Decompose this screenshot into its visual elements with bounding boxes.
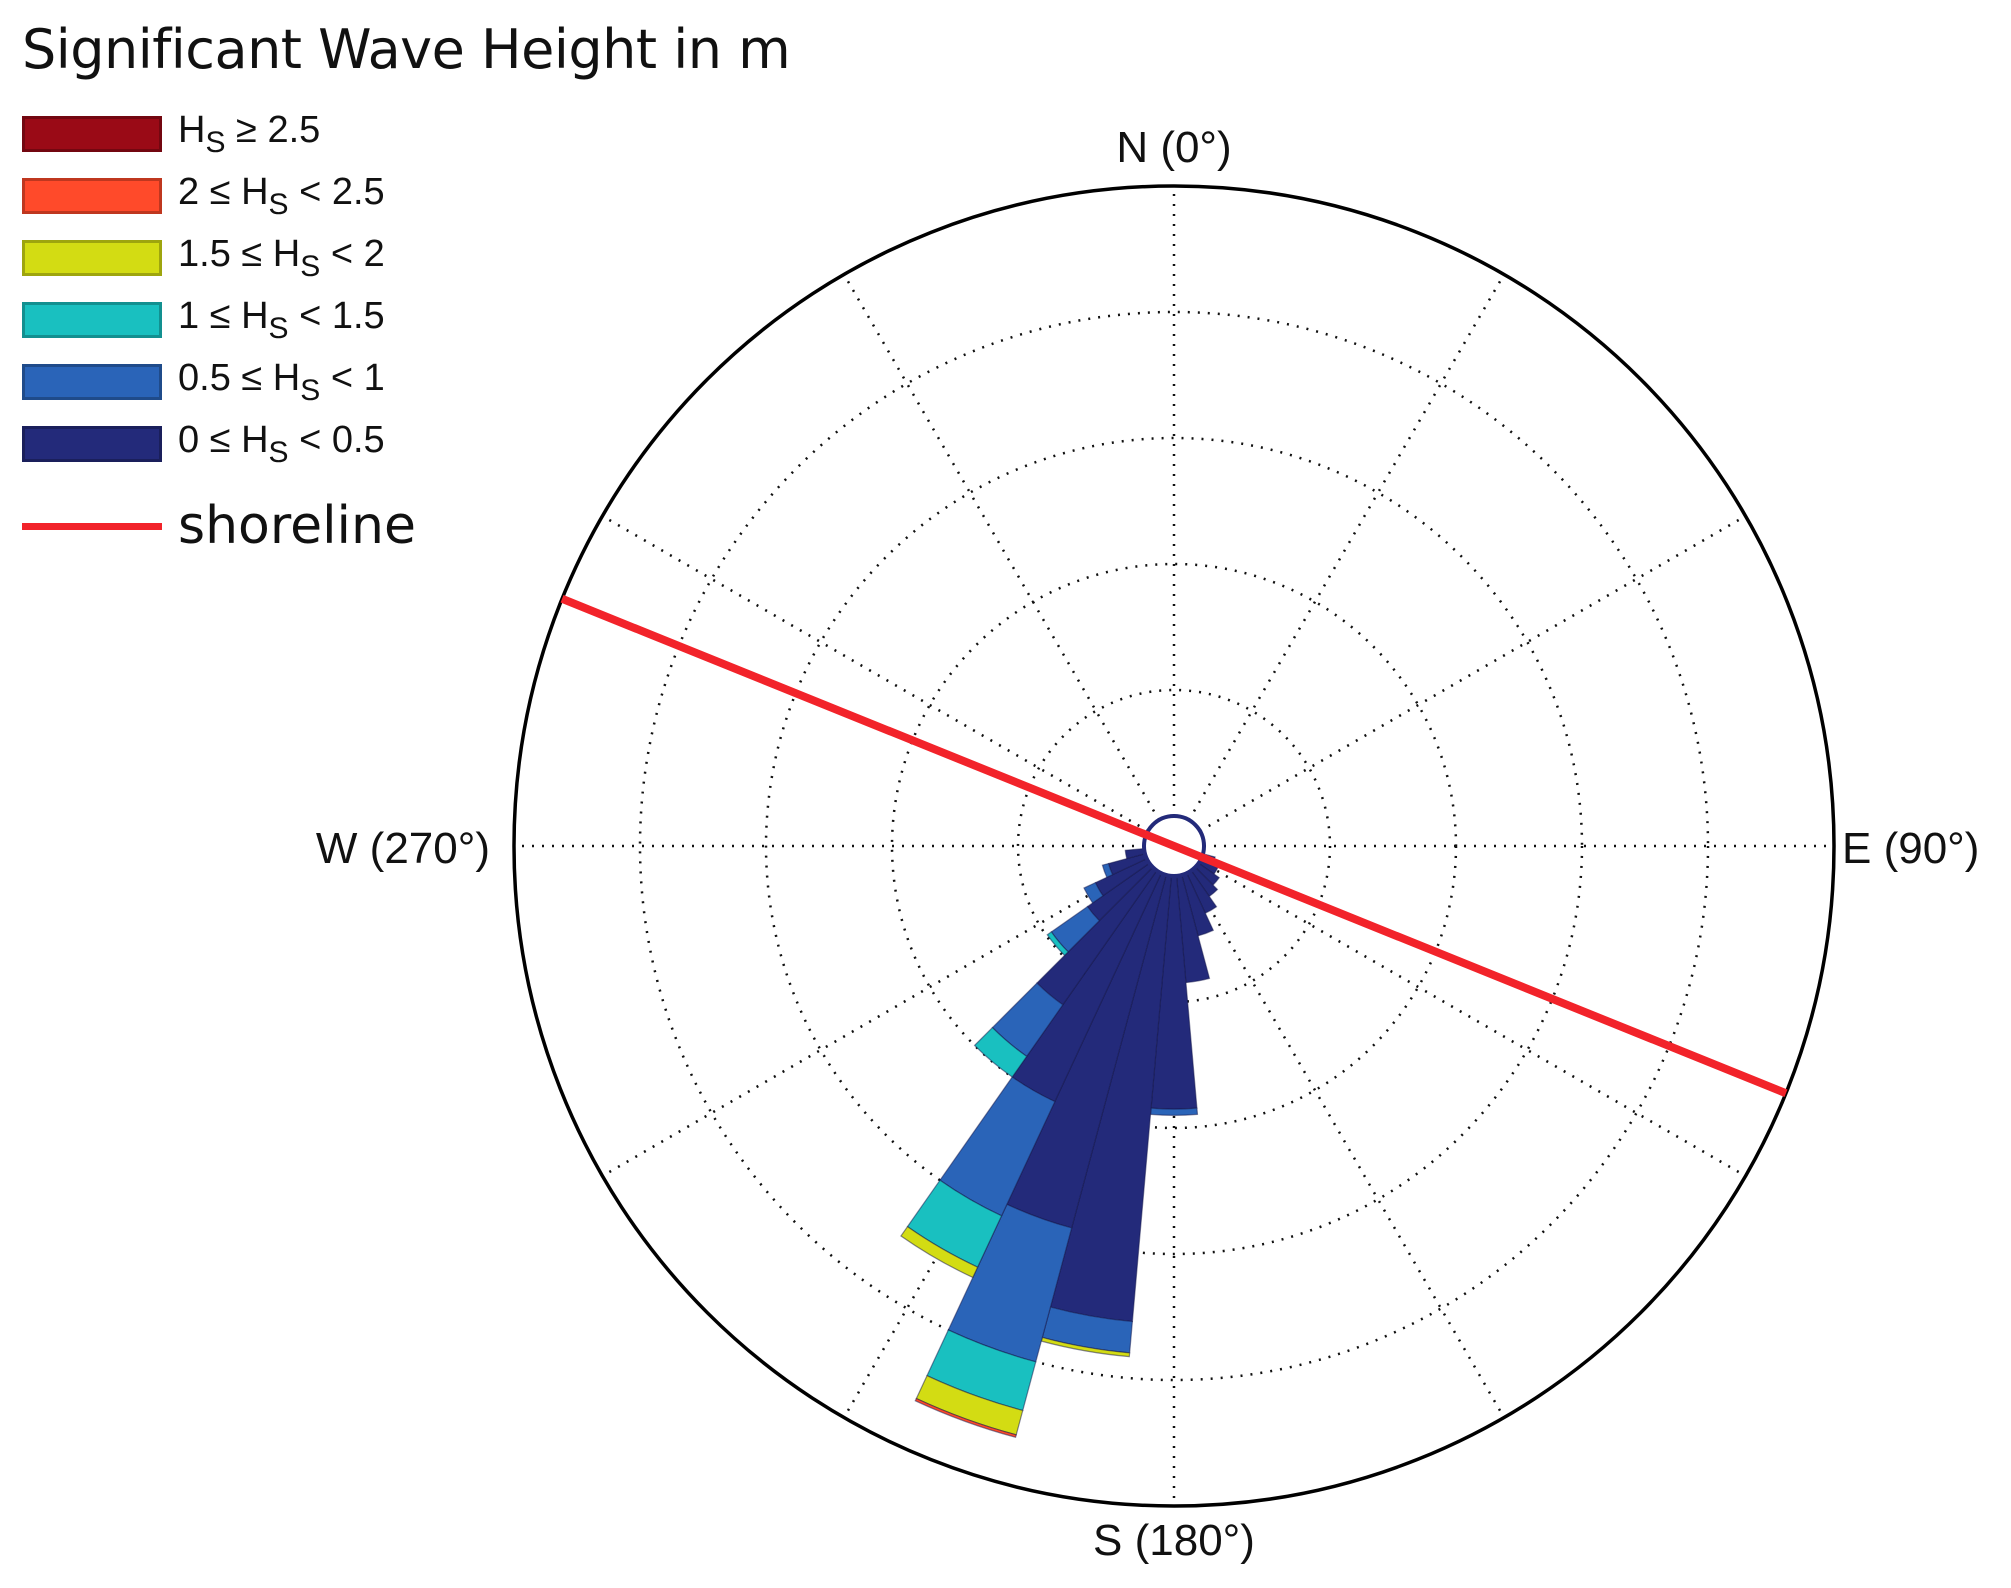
legend-swatch bbox=[22, 178, 162, 214]
legend-label: 1 ≤ HS < 1.5 bbox=[178, 295, 385, 346]
legend-swatch bbox=[22, 302, 162, 338]
legend-label: HS ≥ 2.5 bbox=[178, 109, 320, 160]
legend-swatch bbox=[22, 116, 162, 152]
legend-label: 1.5 ≤ HS < 2 bbox=[178, 233, 385, 284]
legend-label-subscript: S bbox=[268, 435, 289, 469]
legend-label-range: < 1.5 bbox=[288, 294, 385, 337]
sector-bars bbox=[900, 847, 1221, 1438]
legend-label-range: < 1 bbox=[320, 356, 385, 399]
east-label: E (90°) bbox=[1842, 824, 1979, 873]
legend-swatch bbox=[22, 426, 162, 462]
sector-230-bin-2 bbox=[1046, 931, 1069, 957]
legend-label-main: H bbox=[178, 108, 206, 151]
legend-label-subscript: S bbox=[300, 373, 321, 407]
sector-220-bin-2 bbox=[973, 1026, 1028, 1078]
legend-label: 2 ≤ HS < 2.5 bbox=[178, 171, 385, 222]
grid-ring bbox=[638, 310, 1710, 1382]
legend-item: 0.5 ≤ HS < 1 bbox=[22, 351, 790, 413]
legend-label-subscript: S bbox=[300, 249, 321, 283]
legend-label-subscript: S bbox=[268, 187, 289, 221]
legend-item: 0 ≤ HS < 0.5 bbox=[22, 413, 790, 475]
legend-item: 1 ≤ HS < 1.5 bbox=[22, 289, 790, 351]
legend-label-range: < 0.5 bbox=[288, 418, 385, 461]
shoreline-label: shoreline bbox=[178, 496, 416, 556]
shoreline-swatch bbox=[22, 522, 162, 530]
legend-label-range: < 2 bbox=[320, 232, 385, 275]
legend-item: HS ≥ 2.5 bbox=[22, 103, 790, 165]
legend-label: 0 ≤ HS < 0.5 bbox=[178, 419, 385, 470]
outer-circle bbox=[512, 184, 1836, 1508]
sector-210-bin-3 bbox=[900, 1225, 979, 1279]
grid-ring bbox=[1016, 688, 1332, 1004]
grid-ring bbox=[764, 436, 1584, 1256]
legend-item: 2 ≤ HS < 2.5 bbox=[22, 165, 790, 227]
west-label: W (270°) bbox=[316, 824, 490, 873]
legend-item: 1.5 ≤ HS < 2 bbox=[22, 227, 790, 289]
legend-label: 0.5 ≤ HS < 1 bbox=[178, 357, 385, 408]
legend-label-subscript: S bbox=[205, 125, 226, 159]
legend-swatch bbox=[22, 240, 162, 276]
sector-240-bin-1 bbox=[1083, 881, 1104, 904]
south-label: S (180°) bbox=[1093, 1516, 1255, 1565]
legend-title: Significant Wave Height in m bbox=[22, 18, 791, 81]
sector-200-bin-4 bbox=[914, 1397, 1017, 1438]
legend-label-main: 2 ≤ H bbox=[178, 170, 269, 213]
north-label: N (0°) bbox=[1116, 123, 1231, 172]
sector-180-bin-1 bbox=[1149, 1107, 1199, 1116]
legend-swatch bbox=[22, 364, 162, 400]
legend-label-main: 0.5 ≤ H bbox=[178, 356, 301, 399]
legend-label-main: 0 ≤ H bbox=[178, 418, 269, 461]
legend-label-subscript: S bbox=[268, 311, 289, 345]
legend-label-range: < 2.5 bbox=[288, 170, 385, 213]
legend-label-main: 1 ≤ H bbox=[178, 294, 269, 337]
legend: Significant Wave Height in m HS ≥ 2.5 2 ≤… bbox=[22, 18, 791, 571]
legend-label-main: 1.5 ≤ H bbox=[178, 232, 301, 275]
legend-item-shoreline: shoreline bbox=[22, 481, 790, 571]
shoreline-line bbox=[560, 595, 1788, 1097]
legend-label-range: ≥ 2.5 bbox=[225, 108, 321, 151]
sector-250-bin-1 bbox=[1101, 862, 1114, 879]
